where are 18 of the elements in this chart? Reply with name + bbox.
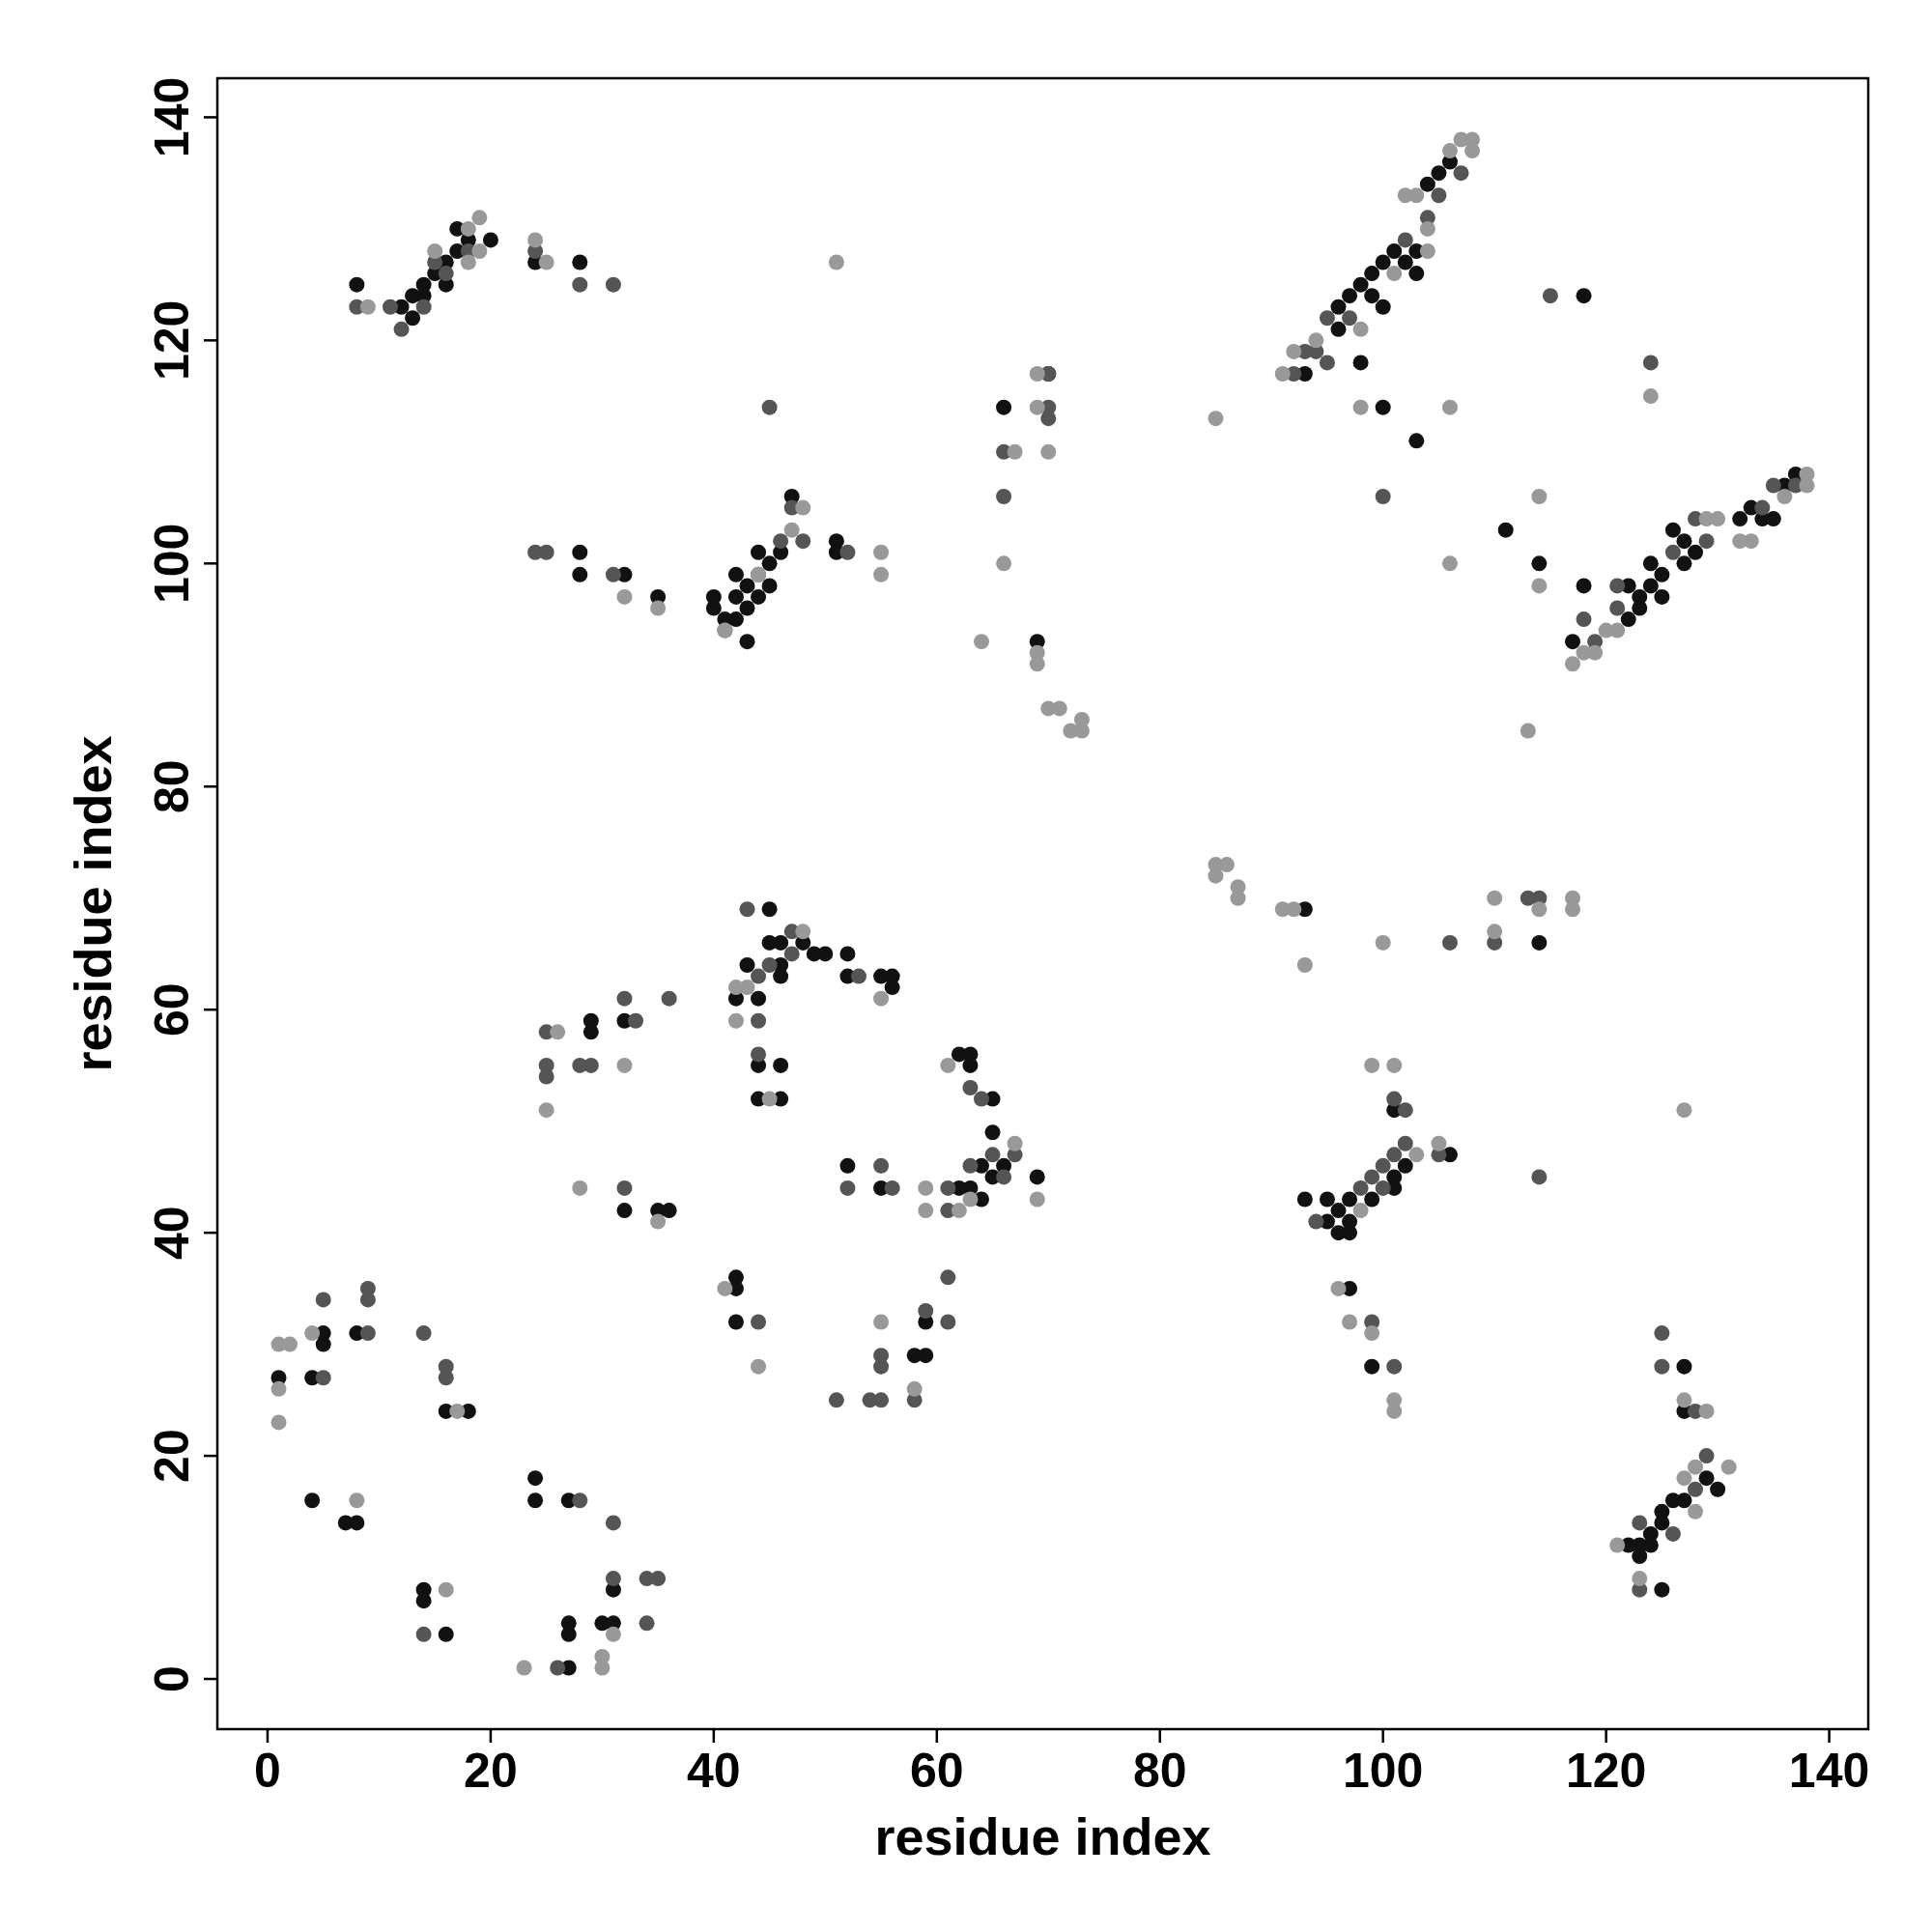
x-axis-title: residue index xyxy=(874,1807,1211,1865)
y-tick-label: 20 xyxy=(145,1429,199,1483)
y-tick-label: 120 xyxy=(145,299,199,382)
x-tick-label: 80 xyxy=(1132,1744,1187,1798)
y-axis-title: residue index xyxy=(64,735,122,1072)
y-tick-label: 100 xyxy=(145,523,199,605)
x-tick-label: 140 xyxy=(1788,1744,1870,1798)
y-tick-label: 0 xyxy=(145,1665,199,1692)
x-tick-label: 120 xyxy=(1565,1744,1647,1798)
x-tick-label: 100 xyxy=(1342,1744,1424,1798)
x-tick-label: 0 xyxy=(254,1744,281,1798)
y-tick-label: 60 xyxy=(145,982,199,1037)
y-tick-label: 40 xyxy=(145,1206,199,1260)
y-tick-label: 140 xyxy=(145,76,199,158)
y-tick-label: 80 xyxy=(145,759,199,814)
x-tick-label: 60 xyxy=(909,1744,964,1798)
x-tick-label: 40 xyxy=(687,1744,741,1798)
x-tick-label: 20 xyxy=(464,1744,518,1798)
